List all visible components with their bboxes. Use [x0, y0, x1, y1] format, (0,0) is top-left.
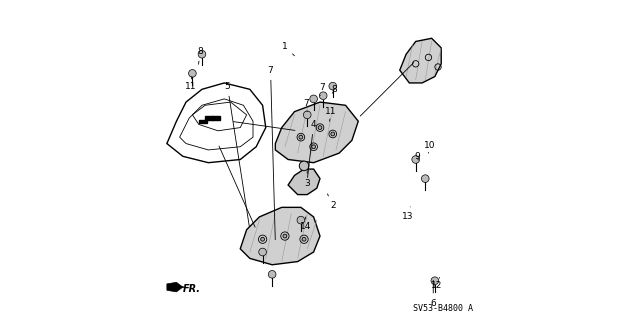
- Text: 11: 11: [325, 107, 337, 121]
- Circle shape: [318, 126, 322, 130]
- Text: SV53-B4800 A: SV53-B4800 A: [413, 304, 473, 313]
- Text: 11: 11: [185, 77, 196, 91]
- Circle shape: [431, 277, 438, 285]
- Text: 14: 14: [300, 217, 311, 231]
- Text: 3: 3: [305, 171, 310, 188]
- Circle shape: [310, 95, 317, 103]
- Circle shape: [189, 70, 196, 77]
- Text: 8: 8: [198, 47, 204, 64]
- Circle shape: [302, 237, 306, 241]
- Circle shape: [260, 237, 264, 241]
- Circle shape: [331, 132, 335, 136]
- Circle shape: [283, 234, 287, 238]
- Text: 8: 8: [332, 85, 337, 94]
- Circle shape: [412, 156, 420, 163]
- Circle shape: [319, 92, 327, 100]
- Circle shape: [299, 135, 303, 139]
- Circle shape: [198, 50, 206, 58]
- Text: 10: 10: [424, 141, 436, 153]
- Bar: [199, 120, 207, 123]
- Circle shape: [297, 216, 305, 224]
- Bar: [205, 116, 213, 120]
- Circle shape: [312, 145, 316, 149]
- Text: 7: 7: [303, 99, 308, 112]
- Text: 12: 12: [431, 278, 442, 290]
- Circle shape: [329, 82, 337, 90]
- Circle shape: [259, 248, 266, 256]
- Text: 1: 1: [282, 42, 294, 56]
- Circle shape: [268, 271, 276, 278]
- Text: 9: 9: [415, 152, 420, 161]
- Text: 4: 4: [308, 120, 316, 177]
- Text: 13: 13: [402, 207, 413, 221]
- Text: 7: 7: [319, 83, 324, 96]
- Circle shape: [303, 111, 311, 119]
- Text: FR.: FR.: [183, 284, 201, 294]
- Polygon shape: [240, 207, 320, 265]
- Polygon shape: [288, 169, 320, 195]
- Circle shape: [422, 175, 429, 182]
- Text: 5: 5: [225, 82, 250, 227]
- Polygon shape: [275, 102, 358, 163]
- Text: 2: 2: [328, 194, 335, 210]
- Text: 6: 6: [430, 280, 436, 308]
- Polygon shape: [400, 38, 441, 83]
- Circle shape: [300, 161, 309, 171]
- Bar: [212, 116, 220, 120]
- Text: 7: 7: [268, 66, 275, 240]
- Polygon shape: [167, 282, 183, 292]
